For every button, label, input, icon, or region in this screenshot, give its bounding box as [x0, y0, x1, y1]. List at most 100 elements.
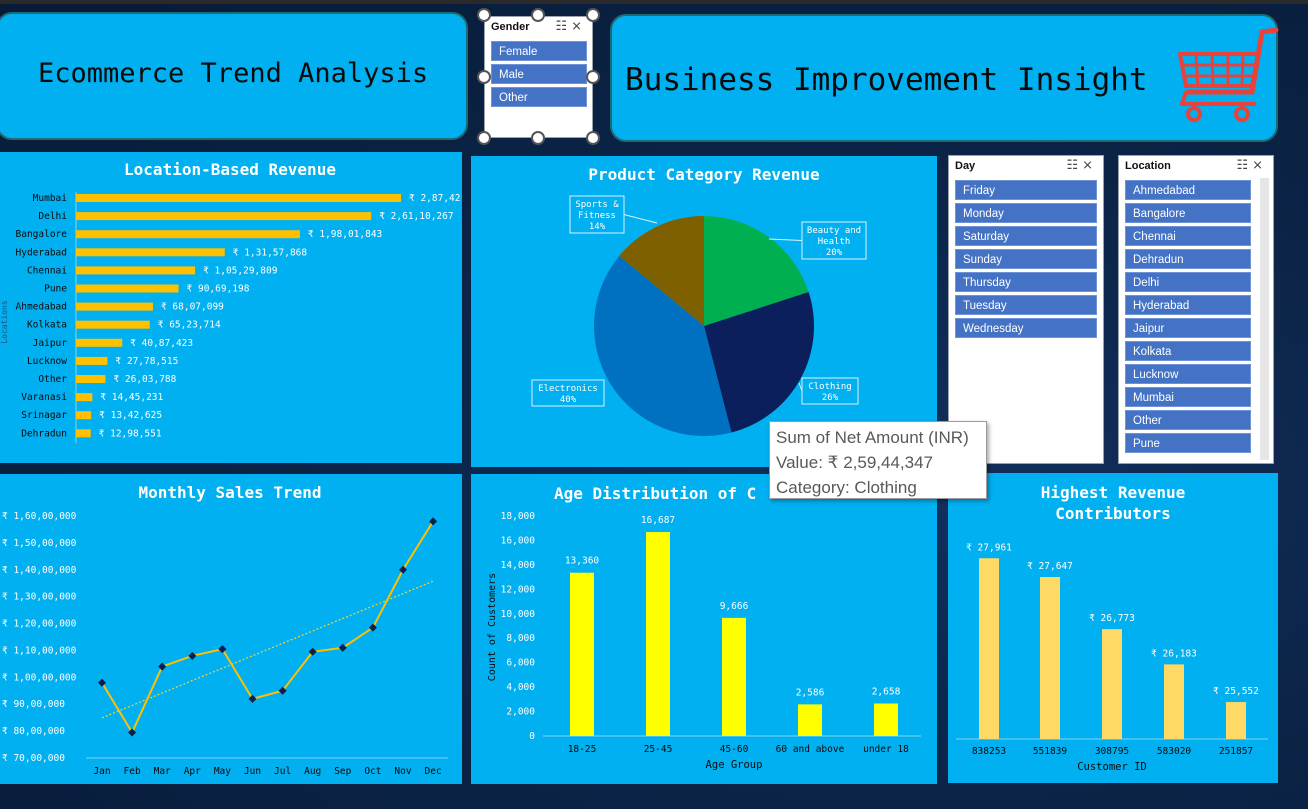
- monthly-data-point: [399, 565, 407, 574]
- pie-label-box: [801, 377, 859, 405]
- resize-handle-right[interactable]: [586, 70, 600, 84]
- location-option-hyderabad[interactable]: Hyderabad: [1125, 295, 1251, 315]
- location-option-bangalore[interactable]: Bangalore: [1125, 203, 1251, 223]
- category-revenue-chart: Product Category Revenue Beauty and Healt…: [471, 156, 937, 467]
- location-bar: [76, 212, 372, 221]
- location-option-dehradun[interactable]: Dehradun: [1125, 249, 1251, 269]
- day-option-thursday[interactable]: Thursday: [955, 272, 1097, 292]
- slicer-multiselect-and-clear-filter-icon[interactable]: ☷⨯: [1236, 158, 1267, 173]
- age-x-tick-label: 18-25: [568, 744, 597, 755]
- monthly-x-tick-label: Nov: [394, 766, 411, 777]
- top-contributors-chart: Highest Revenue Contributors ₹ 27,961 838…: [948, 473, 1278, 783]
- location-option-ahmedabad[interactable]: Ahmedabad: [1125, 180, 1251, 200]
- resize-handle-bottom-left[interactable]: [477, 131, 491, 145]
- monthly-x-tick-label: Jan: [93, 766, 110, 777]
- location-chart-title: Location-Based Revenue: [124, 160, 336, 179]
- resize-handle-bottom-right[interactable]: [586, 131, 600, 145]
- gender-slicer-header: Gender: [491, 21, 530, 33]
- location-slicer-scrollbar[interactable]: [1260, 178, 1269, 460]
- location-tick-label: Bangalore: [16, 229, 68, 240]
- pie-data-label: 40%: [560, 395, 577, 405]
- monthly-y-tick-label: ₹ 80,00,000: [2, 726, 65, 737]
- gender-slicer[interactable]: Gender ☷⨯ Female Male Other: [484, 16, 593, 138]
- location-option-chennai[interactable]: Chennai: [1125, 226, 1251, 246]
- insight-panel: Business Improvement Insight: [610, 14, 1279, 142]
- day-option-friday[interactable]: Friday: [955, 180, 1097, 200]
- day-option-monday[interactable]: Monday: [955, 203, 1097, 223]
- location-option-mumbai[interactable]: Mumbai: [1125, 387, 1251, 407]
- location-tick-label: Chennai: [27, 265, 67, 276]
- age-bar: [570, 572, 594, 736]
- monthly-y-tick-label: ₹ 1,00,00,000: [2, 672, 77, 683]
- age-data-label: 13,360: [565, 556, 600, 567]
- age-bar: [722, 617, 746, 736]
- contributors-x-tick-label: 551839: [1033, 746, 1068, 757]
- gender-option-male[interactable]: Male: [491, 64, 587, 84]
- contributors-bar: [1040, 576, 1060, 739]
- slicer-multiselect-and-clear-filter-icon[interactable]: ☷⨯: [555, 19, 586, 34]
- resize-handle-top-left[interactable]: [477, 8, 491, 22]
- age-y-tick-label: 10,000: [501, 609, 536, 620]
- monthly-y-tick-label: ₹ 1,60,00,000: [2, 511, 77, 522]
- contributors-chart-title-line1: Highest Revenue: [1040, 483, 1186, 502]
- location-tick-label: Lucknow: [27, 356, 67, 367]
- shopping-cart-icon: [1178, 27, 1279, 122]
- contributors-x-axis-label: Customer ID: [1077, 761, 1147, 773]
- location-bar: [76, 338, 123, 347]
- age-y-tick-label: 2,000: [506, 707, 535, 718]
- monthly-x-tick-label: Apr: [184, 766, 201, 777]
- age-y-axis-label: Count of Customers: [487, 573, 498, 681]
- location-bar: [76, 375, 106, 383]
- monthly-data-point: [248, 694, 257, 703]
- monthly-line-plot: ₹ 1,60,00,000 ₹ 1,50,00,000 ₹ 1,40,00,000 ₹…: [2, 511, 448, 777]
- resize-handle-top-right[interactable]: [586, 8, 600, 22]
- pie-slice: [594, 255, 732, 437]
- day-option-wednesday[interactable]: Wednesday: [955, 318, 1097, 338]
- day-option-sunday[interactable]: Sunday: [955, 249, 1097, 269]
- location-option-jaipur[interactable]: Jaipur: [1125, 318, 1251, 338]
- location-tick-label: Other: [38, 374, 67, 385]
- location-tick-label: Pune: [44, 284, 67, 295]
- contributors-bar: [1164, 664, 1184, 739]
- day-option-saturday[interactable]: Saturday: [955, 226, 1097, 246]
- resize-handle-bottom[interactable]: [531, 131, 545, 145]
- monthly-x-tick-label: Sep: [334, 766, 351, 777]
- contributors-data-label: ₹ 27,961: [966, 542, 1012, 553]
- age-distribution-chart: Age Distribution of C 18,000 16,000 14,000…: [471, 474, 937, 784]
- monthly-x-tick-label: Mar: [154, 766, 171, 777]
- pie-slice: [704, 292, 814, 433]
- gender-option-other[interactable]: Other: [491, 87, 587, 107]
- location-option-lucknow[interactable]: Lucknow: [1125, 364, 1251, 384]
- contributors-chart-title-line2: Contributors: [1055, 504, 1171, 523]
- age-y-tick-label: 0: [529, 731, 535, 742]
- age-x-axis-label: Age Group: [706, 759, 763, 771]
- location-data-label: ₹ 12,98,551: [99, 428, 162, 439]
- resize-handle-top[interactable]: [531, 8, 545, 22]
- location-bar: [76, 429, 91, 438]
- contributors-x-tick-label: 308795: [1095, 746, 1129, 757]
- age-data-label: 9,666: [720, 601, 749, 612]
- location-option-other[interactable]: Other: [1125, 410, 1251, 430]
- monthly-y-tick-label: ₹ 70,00,000: [2, 753, 65, 764]
- gender-option-female[interactable]: Female: [491, 41, 587, 61]
- location-tick-label: Dehradun: [21, 428, 67, 439]
- tooltip-value: Value: ₹ 2,59,44,347: [776, 453, 934, 472]
- location-data-label: ₹ 2,87,42,332: [409, 193, 462, 204]
- slicer-multiselect-and-clear-filter-icon[interactable]: ☷⨯: [1066, 158, 1097, 173]
- day-slicer[interactable]: Day ☷⨯ Friday Monday Saturday Sunday Thursda…: [948, 155, 1104, 464]
- monthly-data-point: [128, 728, 137, 737]
- contributors-data-label: ₹ 26,183: [1151, 648, 1197, 659]
- contributors-data-label: ₹ 26,773: [1089, 613, 1135, 624]
- location-option-kolkata[interactable]: Kolkata: [1125, 341, 1251, 361]
- location-option-delhi[interactable]: Delhi: [1125, 272, 1251, 292]
- location-tick-label: Jaipur: [33, 338, 68, 349]
- day-slicer-header: Day: [955, 160, 976, 172]
- age-x-tick-label: 45-60: [720, 744, 749, 755]
- day-option-tuesday[interactable]: Tuesday: [955, 295, 1097, 315]
- pie-slice: [704, 216, 809, 326]
- monthly-data-point: [368, 623, 377, 632]
- location-slicer[interactable]: Location ☷⨯ Ahmedabad Bangalore Chennai Deh…: [1118, 155, 1274, 464]
- resize-handle-left[interactable]: [477, 70, 491, 84]
- location-option-pune[interactable]: Pune: [1125, 433, 1251, 453]
